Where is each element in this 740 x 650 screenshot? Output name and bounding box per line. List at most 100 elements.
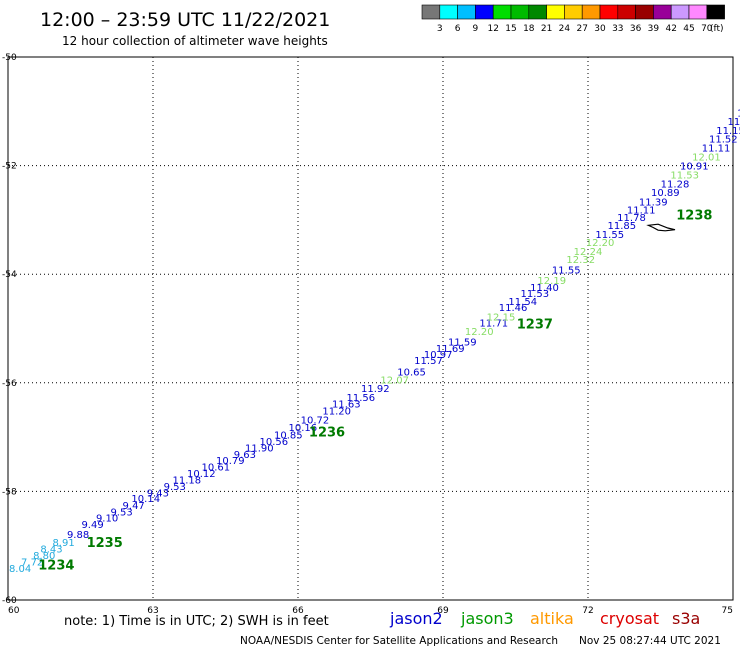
pass-number-label: 1234 xyxy=(38,559,74,574)
wave-height-label: 10.79 xyxy=(216,456,245,467)
colorbar-swatch xyxy=(688,4,708,20)
y-tick-label: -50 xyxy=(2,53,17,63)
colorbar-swatch xyxy=(581,4,601,20)
wave-height-label: 8.91 xyxy=(52,538,74,549)
wave-height-label: 10.14 xyxy=(131,494,160,505)
colorbar-unit: (ft) xyxy=(710,24,724,34)
wave-height-label: 12.20 xyxy=(586,238,615,249)
y-tick-label: -60 xyxy=(2,596,17,606)
wave-height-label: 11.53 xyxy=(521,289,550,300)
wave-height-label: 11.54 xyxy=(508,297,537,308)
wave-height-label: 12.07 xyxy=(380,376,409,387)
colorbar-label: 33 xyxy=(612,24,623,34)
colorbar-swatch xyxy=(546,4,565,20)
colorbar-swatch xyxy=(475,4,494,20)
wave-height-label: 11.55 xyxy=(595,230,624,241)
colorbar-swatch xyxy=(635,4,654,20)
wave-height-label: 9.43 xyxy=(147,488,169,499)
colorbar-swatch xyxy=(670,4,690,20)
colorbar-label: 12 xyxy=(487,24,498,34)
wave-height-label: 11.92 xyxy=(361,384,390,395)
wave-height-label: 11.56 xyxy=(347,393,376,404)
colorbar-label: 70 xyxy=(701,24,713,34)
wave-height-label: 12.15 xyxy=(487,313,516,324)
colorbar-label: 18 xyxy=(523,24,535,34)
colorbar-label: 21 xyxy=(541,24,552,34)
colorbar-swatch xyxy=(421,4,441,20)
x-tick-label: 60 xyxy=(8,606,20,616)
wave-height-label: 11. xyxy=(727,117,740,128)
colorbar-swatch xyxy=(617,4,636,20)
grid-lines xyxy=(8,57,733,600)
wave-height-label: 12.32 xyxy=(566,255,595,266)
colorbar-label: 27 xyxy=(576,24,587,34)
wave-height-label: 12.19 xyxy=(537,276,566,287)
wave-height-label: 11.85 xyxy=(608,221,637,232)
x-tick-label: 63 xyxy=(147,606,158,616)
wave-height-label: 11.46 xyxy=(499,303,528,314)
wave-height-label: 11.57 xyxy=(414,356,443,367)
chart-subtitle: 12 hour collection of altimeter wave hei… xyxy=(62,34,328,48)
x-tick-label: 75 xyxy=(722,606,733,616)
y-tick-label: -58 xyxy=(2,487,17,497)
wave-height-label: 11.20 xyxy=(322,406,351,417)
colorbar-swatch xyxy=(528,4,547,20)
wave-height-label: 10.89 xyxy=(651,188,680,199)
wave-height-label: 11.78 xyxy=(617,213,646,224)
colorbar-label: 36 xyxy=(630,24,642,34)
colorbar-label: 9 xyxy=(473,24,479,34)
wave-height-label: 10.56 xyxy=(260,437,289,448)
wave-height-label: 11.53 xyxy=(670,170,699,181)
pass-number-label: 1237 xyxy=(517,318,553,333)
wave-height-label: 9.53 xyxy=(164,482,186,493)
colorbar: 3 6 9 12 15 18 21 24 27 30 33 36 39 42 45 70 xyxy=(421,4,725,34)
wave-height-label: 11.28 xyxy=(661,180,690,191)
data-points: 8.047.728.808.438.919.889.499.109.539.47… xyxy=(9,108,740,575)
note-text: note: 1) Time is in UTC; 2) SWH is in fe… xyxy=(64,614,329,629)
y-tick-label: -56 xyxy=(2,379,17,389)
credit-text: NOAA/NESDIS Center for Satellite Applica… xyxy=(240,635,558,647)
wave-height-label: 9.63 xyxy=(234,450,256,461)
x-tick-label: 66 xyxy=(292,606,304,616)
wave-height-label: 10.97 xyxy=(424,350,453,361)
island-outline xyxy=(646,223,676,232)
wave-height-label: 8.80 xyxy=(33,551,55,562)
wave-height-label: 12.24 xyxy=(574,247,603,258)
wave-height-label: 9.88 xyxy=(67,530,89,541)
wave-height-label: 11.59 xyxy=(448,338,477,349)
plot-area: 60 63 66 69 72 75-50-52-54-56-58-60 8.047.728… xyxy=(2,53,740,616)
wave-height-label: 12.01 xyxy=(692,152,721,163)
colorbar-swatch xyxy=(457,4,476,20)
y-tick-label: -54 xyxy=(2,270,17,280)
wave-height-label: 10.12 xyxy=(187,469,216,480)
wave-height-label: 8.43 xyxy=(40,544,62,555)
legend-jason3: jason3 xyxy=(460,609,514,628)
wave-height-label: 11.15 xyxy=(716,126,740,137)
colorbar-label: 45 xyxy=(683,24,694,34)
x-tick-label: 72 xyxy=(582,606,593,616)
colorbar-label: 6 xyxy=(455,24,461,34)
wave-height-label: 11.69 xyxy=(436,344,465,355)
pass-number-label: 1238 xyxy=(676,208,712,223)
pass-labels: 1234 1235 1236 1237 1238 xyxy=(38,208,712,573)
wave-height-label: 7.72 xyxy=(21,557,43,568)
island-shape xyxy=(646,223,676,232)
timestamp-text: Nov 25 08:27:44 UTC 2021 xyxy=(579,635,721,647)
legend-altika: altika xyxy=(530,609,574,628)
colorbar-swatch xyxy=(706,4,725,20)
wave-height-label: 9.47 xyxy=(123,501,145,512)
colorbar-swatch xyxy=(599,4,619,20)
x-tick-label: 69 xyxy=(437,606,449,616)
colorbar-label: 24 xyxy=(559,24,571,34)
axis-ticks: 60 63 66 69 72 75 -50 -52 -54 -56 -58 -60 xyxy=(2,53,733,616)
satellite-legend: jason2 jason3 altika cryosat s3a xyxy=(389,609,700,628)
colorbar-swatch xyxy=(510,4,530,20)
legend-cryosat: cryosat xyxy=(600,609,659,628)
colorbar-label: 15 xyxy=(505,24,516,34)
wave-height-label: 12.20 xyxy=(465,327,494,338)
wave-height-label: 10.61 xyxy=(202,462,231,473)
wave-height-label: 11.55 xyxy=(552,265,581,276)
wave-height-label: 10.65 xyxy=(397,367,426,378)
colorbar-swatch xyxy=(564,4,583,20)
wave-height-label: 1 xyxy=(737,108,740,119)
